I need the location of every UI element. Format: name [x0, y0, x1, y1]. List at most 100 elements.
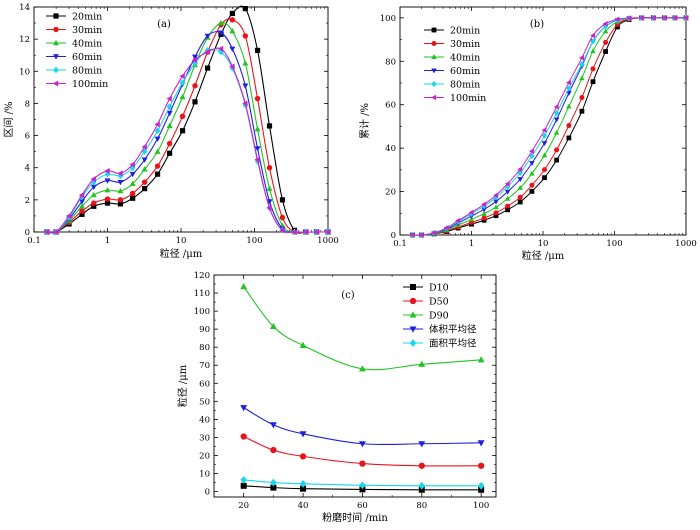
legend-label: 20min: [450, 26, 480, 37]
legend-item: 100min: [46, 79, 108, 90]
data-point: [590, 38, 596, 45]
data-point: [154, 121, 160, 128]
data-point: [166, 103, 173, 111]
data-point: [566, 135, 572, 141]
data-point: [229, 17, 236, 23]
legend-label: 60min: [450, 66, 480, 77]
y-tick-label: 80: [199, 343, 210, 353]
data-point: [266, 185, 273, 191]
data-point: [504, 195, 511, 201]
legend-marker: [431, 40, 437, 47]
data-point: [104, 200, 111, 206]
legend-marker: [431, 27, 437, 33]
data-point: [218, 48, 224, 56]
legend-marker: [431, 80, 437, 88]
data-point: [517, 199, 523, 205]
legend-label: 20min: [72, 12, 102, 23]
data-point: [269, 422, 277, 429]
data-point: [154, 163, 161, 169]
y-tick-label: 100: [194, 307, 210, 317]
data-point: [79, 199, 86, 205]
x-tick-label: 100: [606, 239, 622, 249]
data-point: [279, 214, 286, 221]
data-point: [602, 28, 609, 34]
legend-label: 100min: [72, 79, 108, 90]
x-tick-label: 1000: [317, 236, 339, 246]
data-point: [566, 123, 572, 129]
data-point: [300, 485, 307, 492]
y-tick-label: 60: [199, 379, 210, 389]
y-tick-label: 20: [385, 188, 396, 198]
data-point: [517, 166, 523, 172]
data-point: [179, 113, 186, 120]
legend-label: 40min: [450, 53, 480, 64]
data-point: [302, 229, 309, 235]
legend-item: 30min: [46, 25, 102, 36]
y-tick-label: 40: [385, 144, 396, 154]
series-30min: [44, 17, 331, 235]
x-tick-label: 0.1: [27, 236, 41, 246]
legend-marker: [53, 39, 59, 46]
data-point: [299, 341, 307, 348]
data-point: [179, 79, 186, 86]
data-point: [79, 211, 85, 217]
data-point: [266, 204, 272, 211]
x-axis-label: 粒径 /μm: [160, 247, 203, 260]
data-point: [590, 48, 596, 54]
y-tick-label: 6: [25, 132, 30, 142]
data-point: [505, 207, 511, 213]
series-100min: [409, 15, 689, 238]
data-point: [154, 171, 161, 177]
data-point: [154, 136, 161, 142]
data-point: [541, 167, 548, 173]
data-point: [529, 161, 535, 167]
data-point: [493, 210, 499, 216]
legend-label: 80min: [450, 80, 480, 91]
y-tick-label: 60: [385, 101, 396, 111]
data-point: [418, 481, 426, 490]
data-point: [142, 186, 148, 192]
series-面积平均径: [240, 475, 485, 490]
data-point: [130, 195, 136, 201]
data-point: [79, 203, 86, 209]
x-tick-label: 1: [105, 236, 110, 246]
panel-label: (a): [157, 19, 171, 30]
data-point: [542, 175, 547, 181]
data-point: [254, 146, 261, 152]
y-tick-label: 12: [19, 35, 30, 45]
series-体积平均径: [240, 405, 485, 448]
legend-marker: [409, 339, 417, 347]
legend-item: 40min: [424, 53, 480, 64]
legend-item: 60min: [424, 66, 480, 77]
data-point: [141, 148, 148, 156]
y-tick-label: 20: [199, 451, 210, 461]
data-point: [529, 148, 534, 154]
data-point: [493, 199, 499, 205]
data-point: [418, 360, 426, 367]
data-point: [358, 365, 366, 372]
chart-panel-c: 20 40 60 80 100 0 10 20 30 40 50 60 70 80 90 100 110 120 粉…: [176, 271, 497, 524]
data-point: [242, 33, 249, 39]
series-D10: [240, 482, 485, 493]
data-point: [672, 15, 677, 21]
x-tick-label: 40: [298, 501, 309, 511]
x-tick-label: 100: [473, 501, 489, 511]
data-point: [229, 10, 235, 17]
data-point: [141, 157, 148, 163]
data-point: [129, 161, 135, 168]
data-point: [242, 60, 249, 66]
data-point: [166, 95, 172, 102]
data-point: [129, 171, 136, 178]
data-point: [481, 210, 487, 216]
data-point: [117, 179, 124, 186]
data-point: [481, 215, 487, 221]
data-point: [240, 482, 247, 489]
chart-panel-b: 0.1 1 10 100 1000 0 20 40 60 80 100 粒径 /μm 累计 /% (b) 2…: [358, 6, 697, 262]
data-point: [254, 126, 261, 132]
data-point: [478, 462, 485, 469]
legend-marker: [409, 311, 417, 318]
data-point: [517, 177, 523, 183]
data-point: [204, 33, 211, 40]
data-point: [117, 187, 124, 194]
data-point: [229, 46, 236, 52]
